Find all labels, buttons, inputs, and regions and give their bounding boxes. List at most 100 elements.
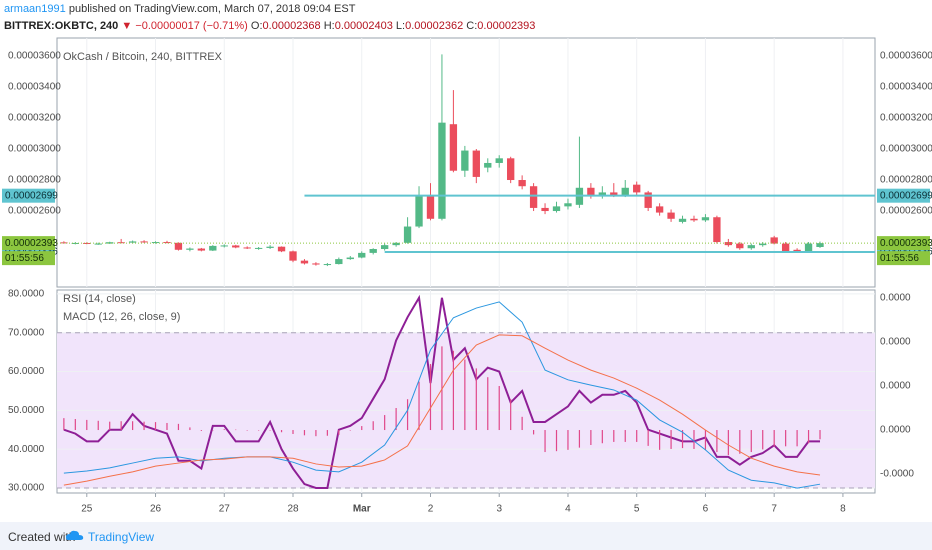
histogram-bar	[166, 422, 168, 431]
histogram-bar	[326, 430, 328, 436]
candle-body	[186, 248, 194, 250]
candle-body	[312, 263, 320, 265]
histogram-bar	[739, 430, 741, 454]
histogram-bar	[796, 430, 798, 447]
x-tick-label: 27	[219, 504, 231, 515]
countdown: 01:55:56	[5, 253, 44, 264]
price-tag-label: 0.00002699	[5, 190, 58, 201]
x-tick-label: 6	[703, 504, 709, 515]
x-tick-label: 5	[634, 504, 640, 515]
histogram-bar	[338, 430, 340, 435]
y-tick-label: 0.00003600	[8, 51, 61, 62]
price-tag	[2, 236, 55, 251]
candle-body	[220, 245, 228, 247]
candle-body	[449, 124, 458, 171]
candle-body	[128, 241, 137, 243]
candle-body	[277, 246, 286, 252]
series-line	[63, 334, 821, 486]
x-tick-label: 8	[840, 504, 846, 515]
candle-body	[747, 245, 755, 249]
y-tick-label: 60.0000	[8, 366, 45, 377]
candle-body	[655, 206, 664, 213]
histogram-bar	[624, 430, 626, 442]
author[interactable]: armaan1991	[4, 3, 66, 15]
y-tick-label: 0.00002600	[880, 206, 932, 217]
y-tick-label: 0.00002600	[8, 206, 61, 217]
candle-body	[174, 242, 183, 250]
histogram-bar	[143, 421, 145, 431]
candle-body	[243, 247, 251, 249]
ohlc-label: H:	[323, 20, 335, 32]
x-tick-label: 3	[496, 504, 502, 515]
histogram-bar	[246, 430, 248, 431]
candle-body	[690, 218, 698, 221]
candle-body	[346, 257, 354, 260]
price-tag-label: 0.00002393	[5, 238, 58, 249]
histogram-bar	[521, 416, 523, 431]
histogram-bar	[235, 429, 237, 431]
y-tick-label: 0.00002800	[8, 175, 61, 186]
legend-label: MACD (12, 26, close, 9)	[63, 311, 180, 323]
candle-body	[403, 226, 412, 243]
candle-body	[472, 150, 480, 177]
histogram-bar	[785, 430, 787, 447]
histogram-bar	[406, 399, 409, 431]
price-tag	[877, 188, 930, 203]
candle-body	[209, 245, 217, 251]
histogram-bar	[418, 381, 420, 431]
histogram-bar	[487, 377, 489, 431]
histogram-bar	[475, 368, 477, 431]
created-with: Created with	[8, 530, 76, 544]
candle-body	[335, 259, 343, 265]
ohlc-label: L:	[395, 20, 406, 32]
candle-body	[106, 242, 114, 244]
histogram-bar	[544, 430, 546, 453]
x-tick-label: 25	[81, 504, 93, 515]
histogram-bar	[750, 430, 752, 453]
y-tick-label: 0.0000	[880, 381, 911, 392]
x-tick-label: 28	[287, 504, 299, 515]
chart-title: OkCash / Bitcoin, 240, BITTREX	[63, 51, 223, 63]
y-tick-label: 0.00002800	[880, 175, 932, 186]
candle-body	[438, 122, 446, 219]
histogram-bar	[154, 422, 157, 431]
histogram-bar	[349, 430, 351, 431]
histogram-bar	[498, 385, 500, 431]
ohlc-value: 0.00002362	[405, 20, 464, 32]
histogram-bar	[200, 430, 202, 431]
histogram-bar	[567, 430, 569, 450]
histogram-bar	[704, 430, 707, 450]
countdown-tag	[877, 251, 930, 266]
header: armaan1991 published on TradingView.com,…	[0, 0, 932, 36]
ohlc-label: C:	[466, 20, 478, 32]
candle-body	[151, 242, 160, 244]
price-tag-label: 0.00002393	[880, 238, 932, 249]
candle-body	[289, 251, 297, 261]
histogram-bar	[601, 430, 603, 444]
histogram-bar	[429, 363, 432, 431]
histogram-bar	[613, 430, 615, 442]
symbol: BITTREX:OKBTC, 240	[4, 20, 119, 32]
candle-body	[736, 243, 744, 249]
histogram-bar	[269, 430, 271, 431]
histogram-bar	[452, 350, 454, 431]
y-tick-label: 30.0000	[8, 483, 45, 494]
candle-body	[587, 187, 595, 196]
candle-body	[484, 162, 492, 168]
chart: 25 26 27 28 Mar 2 3 4 5 6 7 8 0.00002600 0.00002600 0.…	[2, 37, 932, 515]
histogram-bar	[727, 430, 729, 456]
y-tick-label: 80.0000	[8, 289, 45, 300]
histogram-bar	[303, 430, 306, 436]
y-tick-label: 0.00003400	[880, 82, 932, 93]
histogram-bar	[74, 419, 76, 431]
x-tick-label: 4	[565, 504, 571, 515]
candle-body	[461, 150, 469, 171]
y-tick-label: 0.0000	[880, 425, 911, 436]
candle-body	[816, 243, 824, 247]
candle-body	[507, 158, 515, 181]
candle-body	[266, 246, 274, 248]
histogram-bar	[819, 430, 821, 440]
candle-body	[793, 249, 801, 252]
brand[interactable]: TradingView	[88, 530, 155, 544]
